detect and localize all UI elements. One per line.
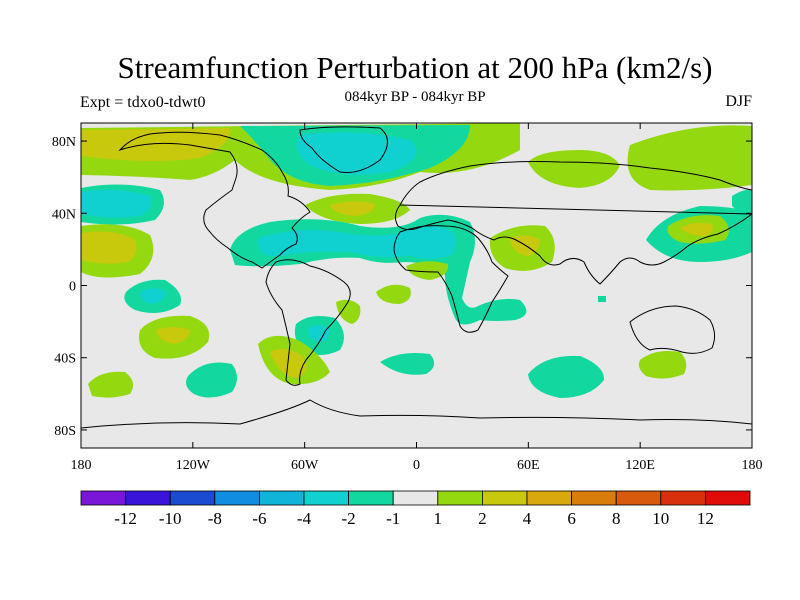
contour-region: [88, 371, 134, 398]
experiment-label: Expt = tdxo0-tdwt0: [80, 94, 206, 111]
colorbar: -12 -10 -8 -6 -4 -2 -1 1 2 4 6 8 10 12: [80, 490, 751, 528]
colorbar-swatch: [303, 490, 349, 506]
colorbar-label: 2: [478, 509, 487, 528]
coastline-greenland: [299, 126, 388, 173]
colorbar-label: -10: [159, 509, 182, 528]
colorbar-swatch: [258, 490, 305, 506]
contour-region: [296, 132, 417, 175]
coastlines: [81, 126, 752, 429]
colorbar-swatch: [169, 490, 216, 506]
colorbar-label: -4: [297, 509, 312, 528]
colorbar-label: -1: [386, 509, 400, 528]
colorbar-label: -2: [342, 509, 356, 528]
colorbar-swatch: [348, 490, 394, 506]
coastline-australia: [629, 305, 716, 354]
contour-region: [257, 225, 457, 259]
lon-tick-label: 0: [413, 458, 420, 473]
colorbar-swatch: [214, 490, 260, 506]
contour-region: [330, 201, 375, 216]
contour-region: [732, 189, 752, 214]
colorbar-swatch: [481, 490, 528, 506]
colorbar-swatch: [705, 490, 751, 506]
colorbar-swatch: [392, 490, 439, 506]
colorbar-label: -6: [252, 509, 266, 528]
contour-region: [81, 231, 137, 264]
lat-tick-label: 0: [69, 280, 76, 295]
lat-tick-label: 40S: [54, 352, 76, 367]
coastline-antarctica: [81, 399, 752, 429]
colorbar-label: 4: [523, 509, 532, 528]
lat-tick-label: 40N: [52, 207, 76, 222]
colorbar-label: -8: [208, 509, 222, 528]
contour-region: [598, 296, 606, 302]
lat-tick-label: 80S: [54, 424, 76, 439]
contour-region: [680, 222, 714, 236]
colorbar-swatch: [526, 490, 572, 506]
contour-region: [528, 355, 605, 398]
coastline-north-america: [118, 131, 311, 269]
colorbar-swatch: [80, 490, 126, 506]
colorbar-label: 6: [567, 509, 576, 528]
lat-tick-label: 80N: [52, 135, 76, 150]
coastline-eurasia: [394, 161, 752, 285]
plot-title: Streamfunction Perturbation at 200 hPa (…: [117, 50, 713, 85]
coastline-south-america: [265, 259, 351, 386]
lon-tick-label: 180: [71, 458, 92, 473]
coastline-africa: [393, 225, 509, 333]
season-label: DJF: [725, 93, 752, 110]
contour-region: [638, 351, 687, 379]
colorbar-swatch: [437, 490, 483, 506]
contour-region: [81, 189, 152, 218]
colorbar-swatch: [660, 490, 706, 506]
colorbar-label: 8: [612, 509, 621, 528]
colorbar-swatch: [125, 490, 171, 506]
contour-region: [627, 125, 752, 191]
lon-tick-label: 180: [742, 458, 763, 473]
lon-tick-label: 120W: [176, 458, 211, 473]
colorbar-label: 12: [697, 509, 714, 528]
contour-region: [380, 353, 435, 375]
plot-subtitle: 084kyr BP - 084kyr BP: [344, 89, 486, 105]
contour-region: [376, 284, 411, 304]
colorbar-swatch: [615, 490, 662, 506]
map-axes: 80N 40N 0 40S 80S 180 120W 60W 0 60E 120E 180: [52, 123, 763, 473]
lon-tick-label: 60W: [291, 458, 319, 473]
colorbar-label: -12: [114, 509, 137, 528]
contour-region: [406, 261, 449, 280]
contour-region: [528, 150, 620, 188]
colorbar-label: 1: [434, 509, 443, 528]
colorbar-swatch: [571, 490, 617, 506]
contour-region: [186, 362, 237, 398]
colorbar-label: 10: [652, 509, 669, 528]
lon-tick-label: 120E: [625, 458, 655, 473]
contour-region: [308, 325, 330, 342]
contour-region: [81, 128, 231, 162]
lon-tick-label: 60E: [517, 458, 540, 473]
contour-region: [156, 327, 190, 344]
contour-region: [140, 288, 166, 304]
contour-region: [336, 299, 361, 324]
